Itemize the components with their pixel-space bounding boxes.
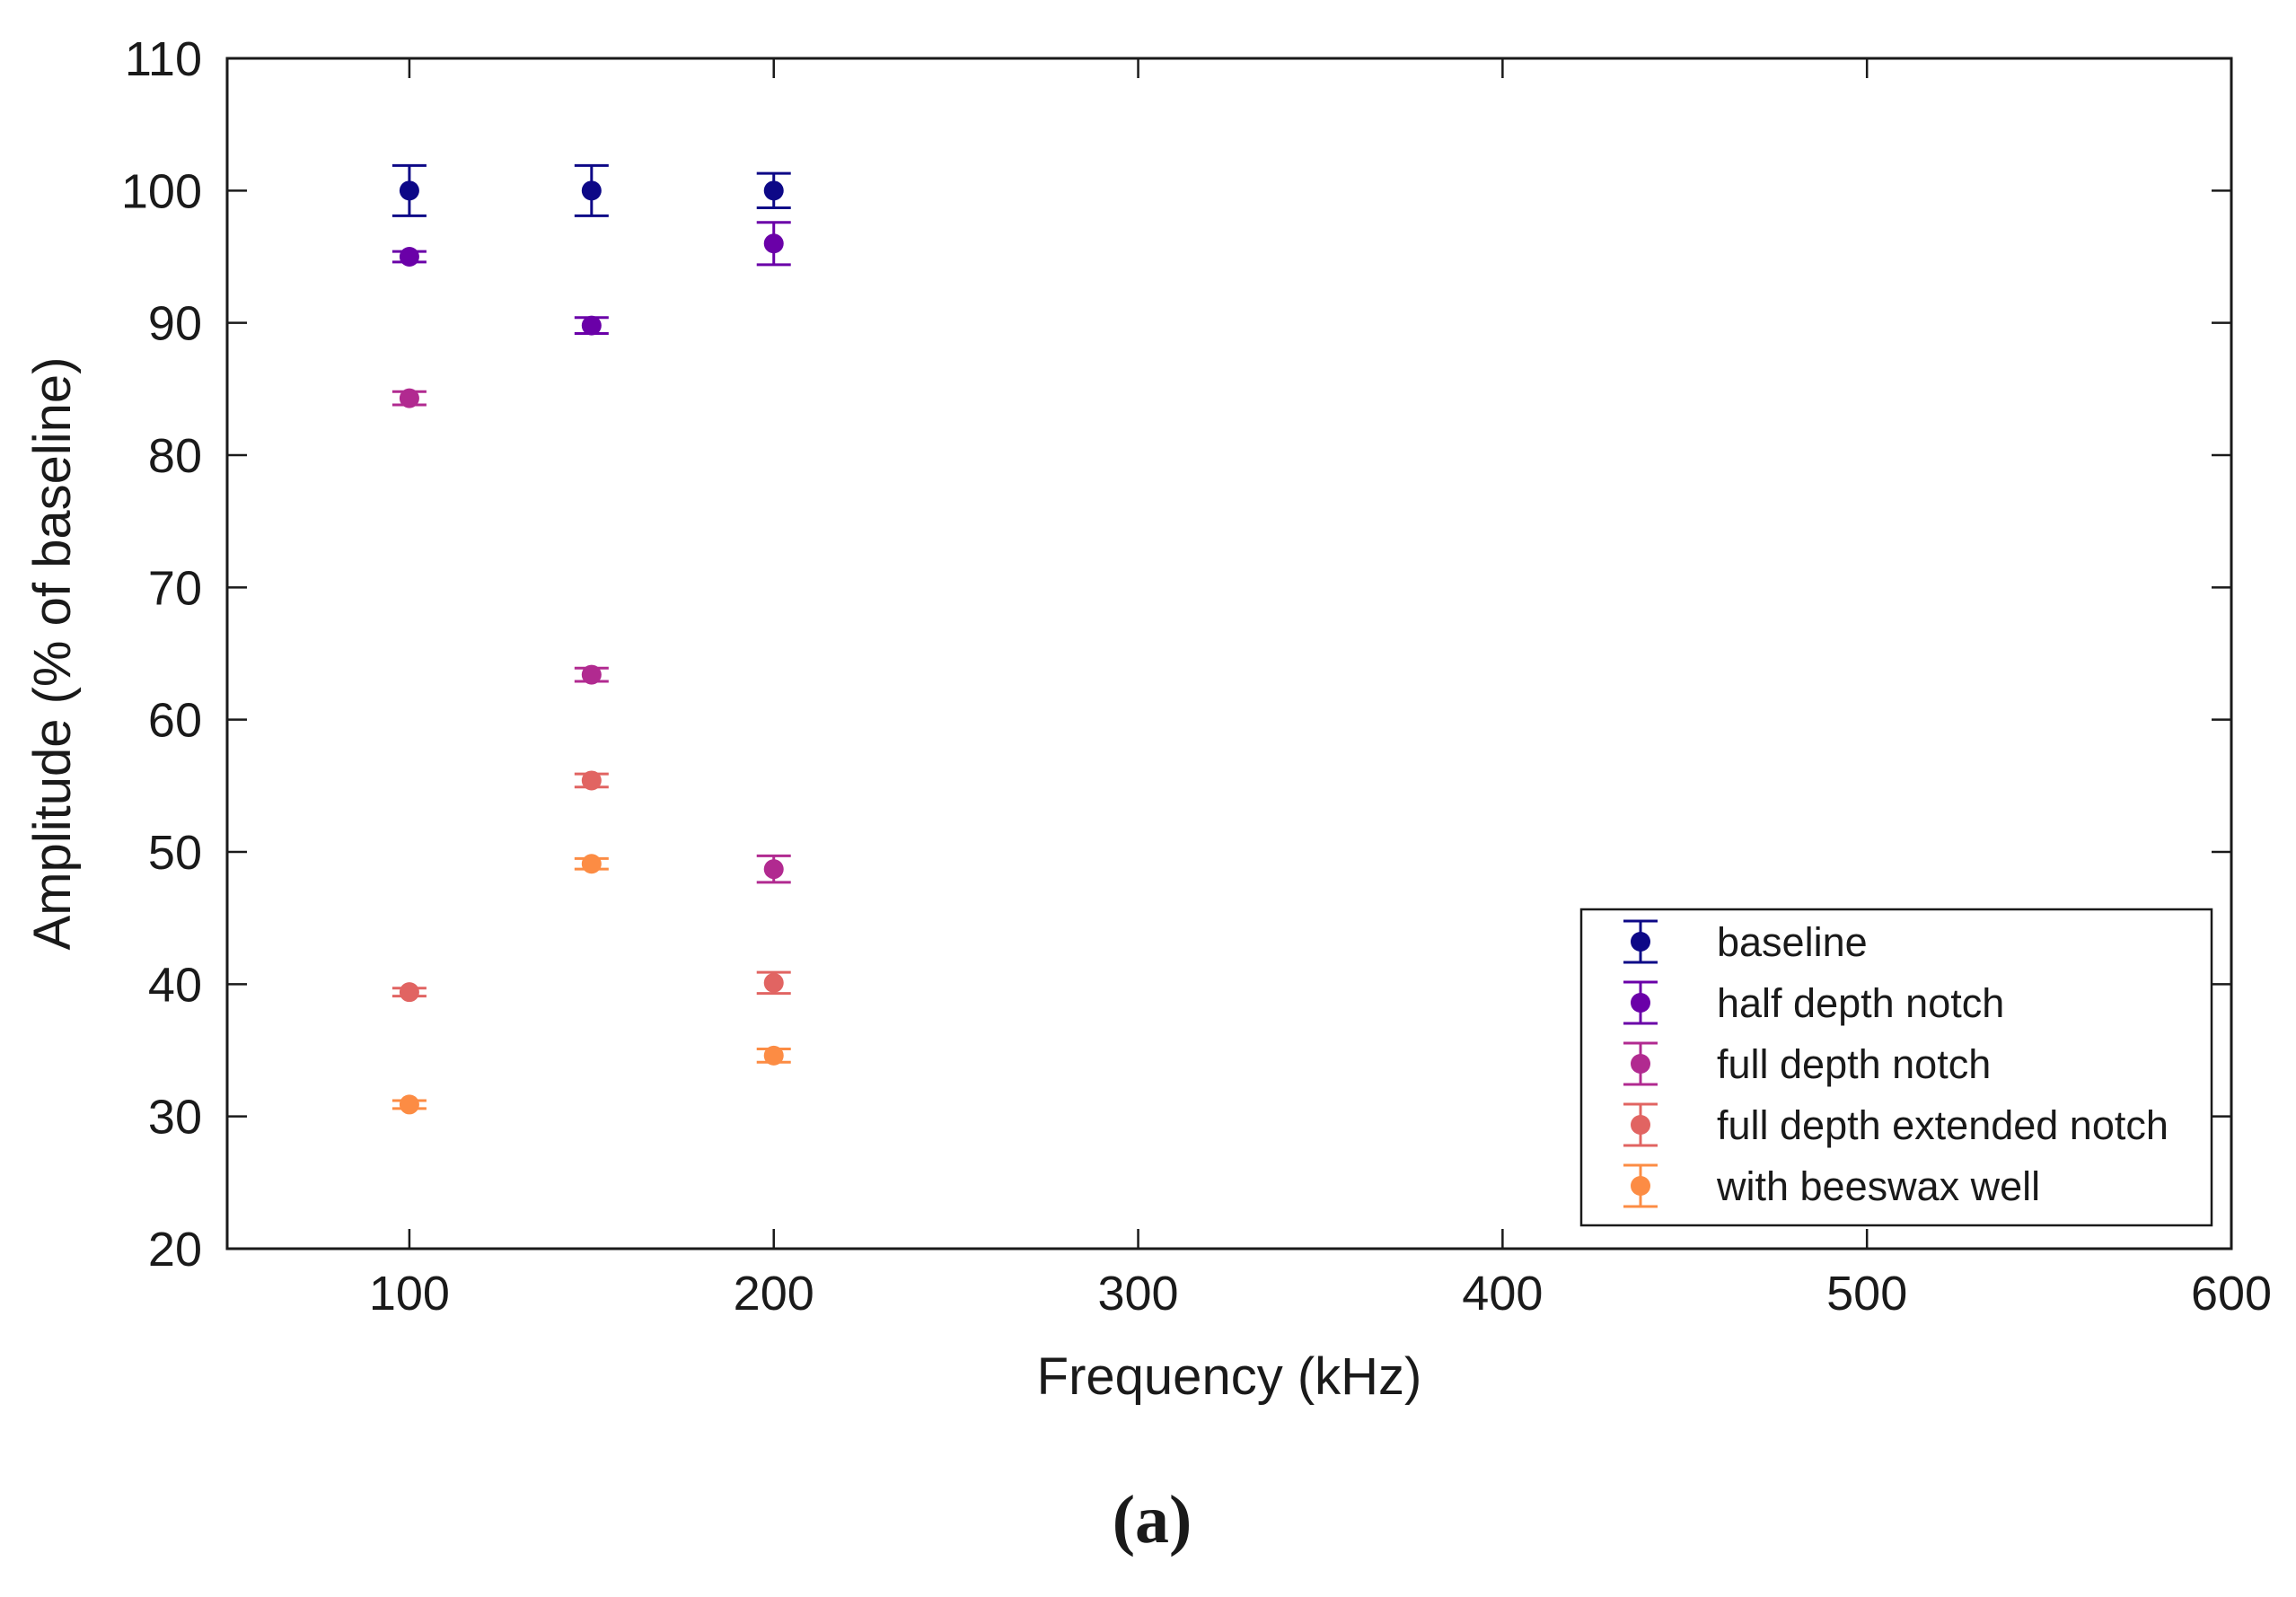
y-tick-label: 60 [148,694,202,748]
legend-label: full depth notch [1717,1041,1991,1087]
legend-box [1579,908,2213,1227]
tick-labels: 100 200 300 400 500 600 20 30 40 50 60 70 80 90 100 110 [121,32,2272,1321]
y-tick-label: 110 [125,32,202,86]
data-point [763,1045,784,1066]
data-point [399,180,419,201]
y-tick-label: 80 [148,429,202,483]
legend-label: with beeswax well [1716,1163,2040,1209]
plot-area-frame [225,57,2233,1250]
y-tick-label: 70 [148,561,202,615]
legend-item: with beeswax well [1623,1163,2040,1209]
x-tick-label: 500 [1826,1267,1907,1321]
x-tick-label: 100 [369,1267,450,1321]
y-tick-label: 50 [148,826,202,880]
y-tick-label: 100 [121,164,202,218]
legend-item: full depth extended notch [1623,1102,2168,1148]
legend-item: baseline [1623,919,1868,965]
y-tick-label: 20 [148,1223,202,1277]
series-with-beeswax-well [391,854,791,1115]
legend-item: half depth notch [1623,980,2004,1026]
legend-marker-icon [1631,932,1650,952]
figure-caption: (a) [1113,1482,1192,1558]
legend-marker-icon [1631,1176,1650,1196]
data-point [399,982,419,1003]
data-point [763,180,784,201]
y-tick-label: 90 [148,297,202,351]
data-point [581,315,602,336]
data-point [399,1094,419,1115]
series-baseline [391,163,791,217]
legend-marker-icon [1631,1115,1650,1135]
x-tick-label: 600 [2191,1267,2272,1321]
data-point [763,233,784,254]
x-tick-label: 300 [1097,1267,1178,1321]
data-point [581,664,602,685]
y-tick-label: 40 [148,958,202,1012]
data-point [763,972,784,993]
data-point [399,388,419,408]
data-point [581,180,602,201]
legend-marker-icon [1631,993,1650,1013]
data-point [581,770,602,791]
x-axis-title: Frequency (kHz) [1037,1347,1422,1406]
data-point [763,859,784,880]
series-full-depth-extended-notch [391,770,791,1003]
y-tick-label: 30 [148,1091,202,1145]
legend-item: full depth notch [1623,1041,1991,1087]
legend-label: baseline [1717,919,1868,965]
legend-label: full depth extended notch [1717,1102,2168,1148]
legend-label: half depth notch [1717,980,2004,1026]
legend: baseline half depth notch full depth notch… [1579,908,2213,1227]
y-axis-title: Amplitude (% of baseline) [23,357,82,951]
series-full-depth-notch [391,388,791,884]
x-tick-label: 200 [734,1267,814,1321]
legend-marker-icon [1631,1054,1650,1074]
data-points [391,163,791,1115]
series-half-depth-notch [391,221,791,336]
data-point [399,247,419,267]
x-tick-label: 400 [1462,1267,1543,1321]
data-point [581,854,602,874]
